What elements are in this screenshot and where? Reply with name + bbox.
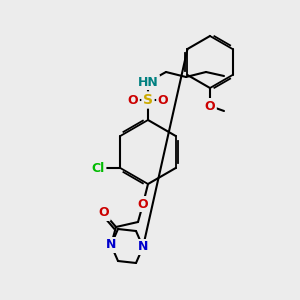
Text: O: O [205,100,215,112]
Text: O: O [128,94,138,106]
Text: O: O [158,94,168,106]
Text: HN: HN [138,76,158,88]
Text: N: N [106,238,116,251]
Text: O: O [99,206,109,220]
Text: S: S [143,93,153,107]
Text: N: N [138,241,148,254]
Text: Cl: Cl [92,161,105,175]
Text: O: O [138,197,148,211]
